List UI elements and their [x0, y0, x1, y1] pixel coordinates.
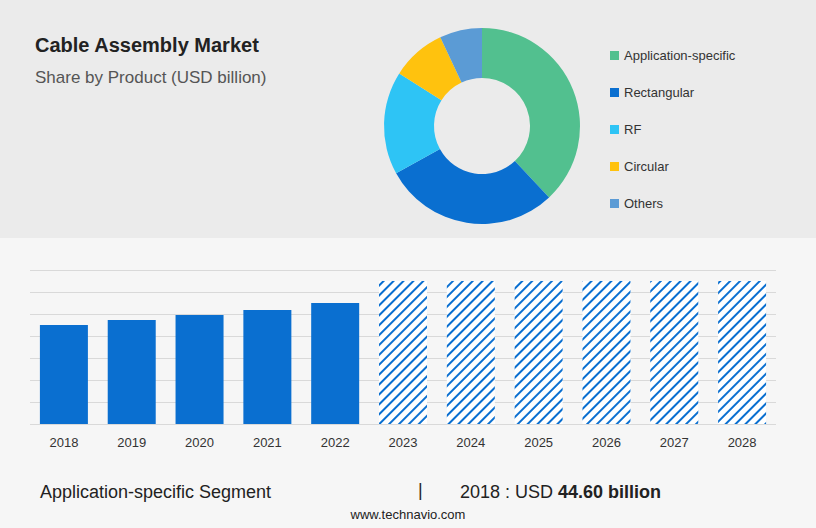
html-text:Application-specific Segment: Application-specific Segment: [40, 482, 272, 502]
html-text:www.technavio.com: www.technavio.com: [350, 507, 466, 522]
svg-text:Cable Assembly Market: Cable Assembly Market: [35, 34, 259, 56]
svg-text:2028: 2028: [728, 435, 757, 450]
svg-text:Application-specific: Application-specific: [624, 48, 736, 63]
svg-text:2022: 2022: [321, 435, 350, 450]
svg-text:2024: 2024: [456, 435, 485, 450]
svg-text:Others: Others: [624, 196, 664, 211]
svg-text:2023: 2023: [389, 435, 418, 450]
svg-text:2018: 2018: [49, 435, 78, 450]
svg-text:2027: 2027: [660, 435, 689, 450]
svg-text:Rectangular: Rectangular: [624, 85, 695, 100]
svg-text:RF: RF: [624, 122, 641, 137]
svg-text:2020: 2020: [185, 435, 214, 450]
svg-text:2021: 2021: [253, 435, 282, 450]
svg-text:2019: 2019: [117, 435, 146, 450]
svg-text:Circular: Circular: [624, 159, 669, 174]
svg-text:Share by Product (USD billion): Share by Product (USD billion): [35, 68, 266, 87]
svg-text:2026: 2026: [592, 435, 621, 450]
svg-text:2025: 2025: [524, 435, 553, 450]
html-text:2018 : USD 44.60 billion: 2018 : USD 44.60 billion: [460, 482, 662, 502]
